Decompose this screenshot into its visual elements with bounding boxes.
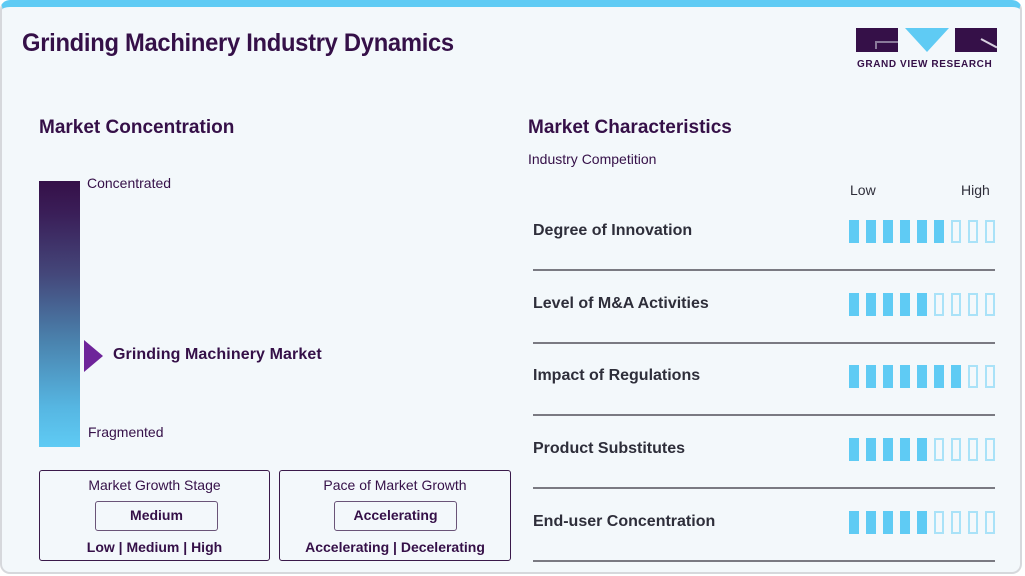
rating-segment-empty-icon [985,510,995,534]
rating-segment-filled-icon [849,365,859,389]
market-growth-stage-box: Market Growth Stage Medium Low | Medium … [39,470,270,561]
logo-v-triangle-icon [905,28,949,52]
rating-segment-filled-icon [917,292,927,316]
rating-segment-filled-icon [917,438,927,462]
rating-segment-filled-icon [900,510,910,534]
rating-segment-filled-icon [866,220,876,243]
row-divider [533,559,995,562]
rating-segment-empty-icon [968,438,978,462]
row-divider [533,269,995,271]
characteristic-rating [849,438,995,462]
growth-pace-value: Accelerating [334,501,457,531]
rating-segment-filled-icon [883,220,893,243]
rating-segment-empty-icon [951,292,961,316]
characteristic-rating [849,220,995,243]
logo-g-block-icon [856,28,898,52]
growth-stage-heading: Market Growth Stage [88,477,221,493]
rating-segment-empty-icon [985,220,995,243]
scale-high-label: High [961,182,990,198]
fragmented-label: Fragmented [88,424,164,440]
rating-segment-empty-icon [968,220,978,243]
rating-segment-filled-icon [917,220,927,243]
rating-segment-empty-icon [934,438,944,462]
concentration-gradient-bar [39,181,80,447]
industry-competition-subtitle: Industry Competition [528,151,657,167]
rating-segment-empty-icon [934,292,944,316]
rating-segment-empty-icon [968,510,978,534]
page-title: Grinding Machinery Industry Dynamics [22,29,454,57]
rating-segment-filled-icon [900,365,910,389]
rating-segment-empty-icon [951,220,961,243]
rating-segment-filled-icon [883,510,893,534]
rating-segment-empty-icon [934,510,944,534]
rating-segment-empty-icon [951,438,961,462]
market-characteristics-title: Market Characteristics [528,117,732,138]
pace-of-growth-box: Pace of Market Growth Accelerating Accel… [279,470,511,561]
rating-segment-filled-icon [883,365,893,389]
rating-segment-filled-icon [866,292,876,316]
rating-segment-empty-icon [968,292,978,316]
rating-segment-filled-icon [917,365,927,389]
market-concentration-title: Market Concentration [39,117,235,138]
logo-text: GRAND VIEW RESEARCH [857,59,993,70]
grand-view-research-logo: GRAND VIEW RESEARCH [856,28,1002,72]
rating-segment-filled-icon [951,365,961,389]
characteristic-label: Level of M&A Activities [533,294,709,312]
growth-pace-heading: Pace of Market Growth [323,477,467,493]
characteristic-label: End-user Concentration [533,512,716,530]
rating-segment-filled-icon [883,438,893,462]
rating-segment-filled-icon [900,438,910,462]
characteristic-rating [849,365,995,389]
rating-segment-empty-icon [985,365,995,389]
row-divider [533,414,995,417]
growth-stage-value: Medium [95,501,218,531]
row-divider [533,487,995,490]
characteristic-label: Degree of Innovation [533,222,693,239]
logo-r-block-icon [955,28,997,52]
rating-segment-filled-icon [883,292,893,316]
rating-segment-filled-icon [849,438,859,462]
characteristic-rating [849,292,995,316]
rating-segment-filled-icon [900,220,910,243]
rating-segment-filled-icon [849,220,859,243]
rating-segment-filled-icon [934,220,944,243]
concentrated-label: Concentrated [87,175,172,191]
rating-segment-filled-icon [866,365,876,389]
rating-segment-filled-icon [849,292,859,316]
characteristic-label: Impact of Regulations [533,367,701,385]
characteristic-rating [849,510,995,534]
rating-segment-filled-icon [866,510,876,534]
rating-segment-empty-icon [951,510,961,534]
rating-segment-empty-icon [985,438,995,462]
rating-segment-filled-icon [934,365,944,389]
market-position-marker-icon [84,340,103,372]
rating-segment-filled-icon [900,292,910,316]
row-divider [533,341,995,344]
characteristic-label: Product Substitutes [533,440,686,458]
scale-low-label: Low [850,182,876,198]
rating-segment-filled-icon [866,438,876,462]
market-position-label: Grinding Machinery Market [113,346,322,363]
rating-segment-empty-icon [985,292,995,316]
rating-segment-filled-icon [917,510,927,534]
growth-stage-options: Low | Medium | High [86,539,223,555]
rating-segment-filled-icon [849,510,859,534]
growth-pace-options: Accelerating | Decelerating [305,539,485,555]
rating-segment-empty-icon [968,365,978,389]
